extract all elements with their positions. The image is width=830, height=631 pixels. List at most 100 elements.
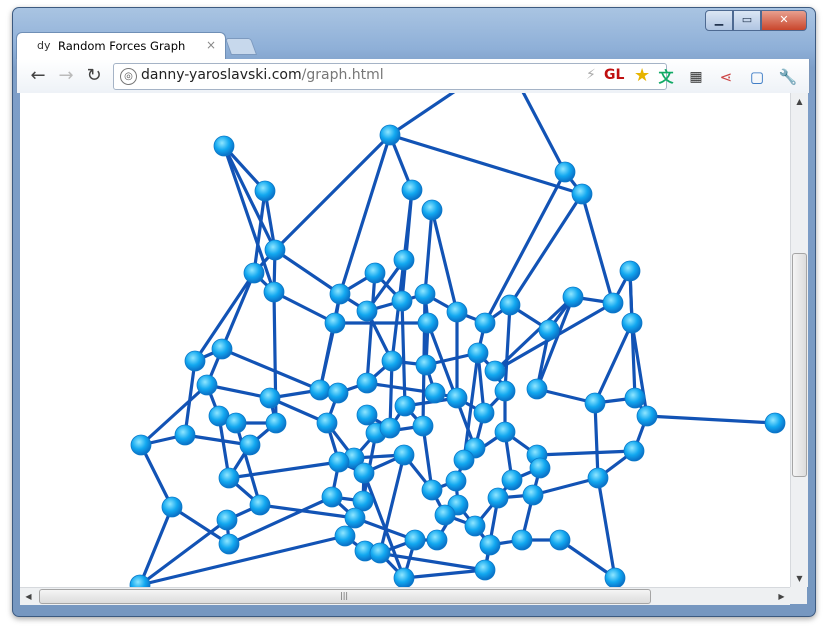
graph-node[interactable] <box>364 262 386 284</box>
translate-icon[interactable]: 文 <box>658 68 674 86</box>
graph-node[interactable] <box>353 462 375 484</box>
graph-node[interactable] <box>446 301 468 323</box>
graph-node[interactable] <box>529 457 551 479</box>
new-tab-button[interactable] <box>224 38 258 55</box>
back-icon[interactable]: ← <box>30 65 46 86</box>
close-button[interactable]: ✕ <box>761 10 807 31</box>
graph-node[interactable] <box>254 180 276 202</box>
webgl-badge[interactable]: GL <box>604 67 625 83</box>
address-url[interactable]: danny-yaroslavski.com/graph.html <box>141 67 384 83</box>
graph-node[interactable] <box>584 392 606 414</box>
forward-icon[interactable]: → <box>58 65 74 86</box>
graph-node[interactable] <box>218 467 240 489</box>
graph-node[interactable] <box>328 451 350 473</box>
force-graph[interactable] <box>20 93 790 587</box>
graph-node[interactable] <box>356 372 378 394</box>
graph-node[interactable] <box>213 135 235 157</box>
minimize-button[interactable]: ▁ <box>705 10 733 31</box>
reload-icon[interactable]: ↻ <box>86 65 102 86</box>
scroll-up-arrow-icon[interactable]: ▲ <box>796 97 803 106</box>
graph-node[interactable] <box>417 312 439 334</box>
graph-node[interactable] <box>549 529 571 551</box>
graph-node[interactable] <box>393 567 415 587</box>
vertical-scrollbar[interactable]: ▲ ▼ <box>790 93 808 587</box>
graph-node[interactable] <box>474 559 496 581</box>
graph-node[interactable] <box>522 484 544 506</box>
scroll-down-arrow-icon[interactable]: ▼ <box>796 574 803 583</box>
fullscreen-icon[interactable]: ▢ <box>749 68 765 86</box>
graph-node[interactable] <box>571 183 593 205</box>
graph-node[interactable] <box>473 402 495 424</box>
graph-node[interactable] <box>554 161 576 183</box>
graph-node[interactable] <box>453 449 475 471</box>
graph-node[interactable] <box>391 290 413 312</box>
wrench-icon[interactable]: 🔧 <box>778 68 798 86</box>
graph-node[interactable] <box>309 379 331 401</box>
graph-node[interactable] <box>243 262 265 284</box>
graph-node[interactable] <box>321 486 343 508</box>
graph-node[interactable] <box>424 382 446 404</box>
graph-node[interactable] <box>196 374 218 396</box>
graph-node[interactable] <box>479 534 501 556</box>
graph-node[interactable] <box>426 529 448 551</box>
graph-node[interactable] <box>327 382 349 404</box>
graph-node[interactable] <box>623 440 645 462</box>
lightning-icon[interactable]: ⚡ <box>586 67 596 83</box>
graph-node[interactable] <box>211 338 233 360</box>
graph-node[interactable] <box>587 467 609 489</box>
graph-node[interactable] <box>621 312 643 334</box>
graph-node[interactable] <box>421 199 443 221</box>
address-bar[interactable]: ◎ danny-yaroslavski.com/graph.html ⚡ GL … <box>113 63 667 90</box>
graph-node[interactable] <box>259 387 281 409</box>
graph-node[interactable] <box>562 286 584 308</box>
graph-node[interactable] <box>467 342 489 364</box>
graph-node[interactable] <box>511 529 533 551</box>
tab-random-forces-graph[interactable]: dy Random Forces Graph × <box>16 32 226 60</box>
vertical-scroll-thumb[interactable] <box>792 253 807 477</box>
horizontal-scroll-thumb[interactable]: ||| <box>39 589 651 604</box>
graph-node[interactable] <box>356 404 378 426</box>
graph-node[interactable] <box>218 533 240 555</box>
graph-node[interactable] <box>487 487 509 509</box>
maximize-button[interactable]: ▭ <box>733 10 761 31</box>
graph-node[interactable] <box>265 412 287 434</box>
horizontal-scrollbar[interactable]: ◀ ||| ▶ <box>20 587 790 605</box>
graph-node[interactable] <box>369 542 391 564</box>
graph-node[interactable] <box>464 515 486 537</box>
graph-node[interactable] <box>393 444 415 466</box>
graph-node[interactable] <box>316 412 338 434</box>
graph-node[interactable] <box>421 479 443 501</box>
graph-node[interactable] <box>474 312 496 334</box>
graph-node[interactable] <box>604 567 626 587</box>
graph-node[interactable] <box>538 319 560 341</box>
graph-node[interactable] <box>381 350 403 372</box>
graph-node[interactable] <box>129 574 151 587</box>
graph-node[interactable] <box>329 283 351 305</box>
bookmark-star-icon[interactable]: ★ <box>634 65 651 86</box>
graph-node[interactable] <box>414 283 436 305</box>
graph-node[interactable] <box>264 239 286 261</box>
graph-node[interactable] <box>352 490 374 512</box>
graph-node[interactable] <box>393 249 415 271</box>
graph-node[interactable] <box>263 281 285 303</box>
graph-node[interactable] <box>394 395 416 417</box>
graph-node[interactable] <box>216 509 238 531</box>
scroll-left-arrow-icon[interactable]: ◀ <box>25 592 32 601</box>
graph-node[interactable] <box>344 507 366 529</box>
qr-code-icon[interactable]: ▦ <box>689 69 703 85</box>
graph-node[interactable] <box>415 354 437 376</box>
graph-node[interactable] <box>249 494 271 516</box>
graph-node[interactable] <box>239 434 261 456</box>
graph-node[interactable] <box>636 405 658 427</box>
graph-node[interactable] <box>526 378 548 400</box>
graph-node[interactable] <box>494 421 516 443</box>
graph-node[interactable] <box>499 294 521 316</box>
graph-node[interactable] <box>174 424 196 446</box>
graph-node[interactable] <box>334 525 356 547</box>
graph-node[interactable] <box>412 415 434 437</box>
graph-node[interactable] <box>184 350 206 372</box>
graph-node[interactable] <box>501 469 523 491</box>
graph-node[interactable] <box>484 360 506 382</box>
graph-node[interactable] <box>225 412 247 434</box>
graph-node[interactable] <box>624 387 646 409</box>
